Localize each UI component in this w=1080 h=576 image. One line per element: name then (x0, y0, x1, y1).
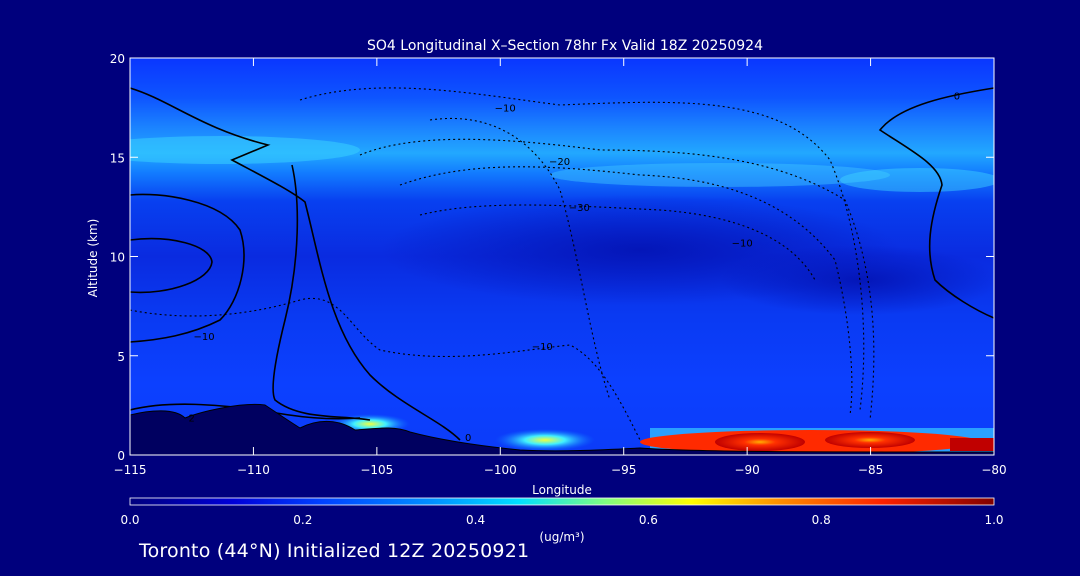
contour-label: 0 (465, 433, 471, 444)
surface-plume-mid (495, 429, 595, 451)
contour-label: −10 (732, 239, 753, 250)
y-tick-label: 0 (117, 449, 125, 463)
contour-labels: −10 −20 −30 −10 −10 −10 0 0 2 (189, 92, 961, 444)
surface-plume-east-edge (950, 438, 994, 451)
upper-band-highlight-2 (550, 163, 890, 187)
upper-band-highlight-3 (840, 168, 994, 192)
colorbar-tick-label: 0.8 (812, 513, 831, 527)
contour-label: −10 (194, 332, 215, 343)
contour-label: −10 (532, 342, 553, 353)
colorbar-tick-label: 0.2 (293, 513, 312, 527)
y-tick-label: 10 (110, 251, 125, 265)
x-axis: −115 −110 −105 −100 −95 −90 −85 −80 (114, 58, 1007, 477)
footer-text: Toronto (44°N) Initialized 12Z 20250921 (139, 540, 530, 562)
chart-title: SO4 Longitudinal X–Section 78hr Fx Valid… (367, 38, 763, 54)
solid-contours (130, 87, 994, 441)
surface-plume-east-core (715, 433, 805, 451)
colorbar: 0.0 0.2 0.4 0.6 0.8 1.0 (ug/m³) (120, 497, 1004, 544)
contour-label: −10 (495, 104, 516, 115)
colorbar-ticks: 0.0 0.2 0.4 0.6 0.8 1.0 (120, 513, 1003, 527)
y-tick-label: 5 (117, 350, 125, 364)
colorbar-label: (ug/m³) (539, 530, 584, 544)
terrain (130, 403, 994, 455)
low-concentration-core-2 (720, 245, 994, 315)
x-tick-label: −110 (237, 463, 270, 477)
x-tick-label: −100 (484, 463, 517, 477)
colorbar-tick-label: 0.0 (120, 513, 139, 527)
colorbar-tick-label: 0.4 (466, 513, 485, 527)
x-tick-label: −115 (114, 463, 147, 477)
upper-band-highlight (130, 136, 360, 164)
colorbar-tick-label: 1.0 (984, 513, 1003, 527)
contour-label: 0 (954, 92, 960, 103)
colorbar-gradient (129, 497, 995, 506)
x-tick-label: −80 (981, 463, 1006, 477)
contour-label: 2 (189, 413, 195, 424)
x-tick-label: −90 (734, 463, 759, 477)
contour-label: −20 (549, 157, 570, 168)
dotted-contours (130, 87, 875, 441)
x-axis-label: Longitude (532, 483, 592, 497)
y-axis-label: Altitude (km) (86, 219, 100, 298)
x-tick-label: −95 (611, 463, 636, 477)
y-tick-label: 20 (110, 52, 125, 66)
plot-area (130, 58, 994, 455)
x-tick-label: −105 (360, 463, 393, 477)
contour-label: −30 (569, 203, 590, 214)
surface-plume-east-core-2 (825, 432, 915, 448)
y-tick-label: 15 (110, 151, 125, 165)
x-tick-label: −85 (858, 463, 883, 477)
colorbar-tick-label: 0.6 (639, 513, 658, 527)
